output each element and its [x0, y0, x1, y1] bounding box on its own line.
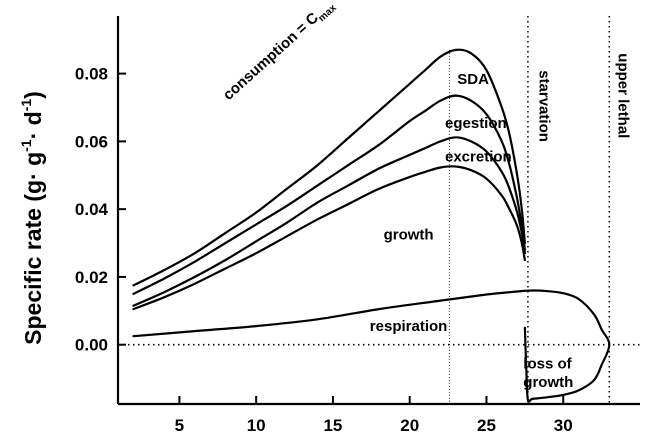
series-line-respiration — [132, 289, 611, 403]
y-axis-label-sup2: -1 — [18, 99, 34, 112]
y-tick-label: 0.00 — [75, 336, 108, 355]
annotation-respiration: respiration — [370, 318, 448, 335]
y-axis-label-sup1: -1 — [18, 139, 34, 152]
y-tick-label: 0.06 — [75, 132, 108, 151]
y-axis-label-prefix: Specific rate (g· g — [20, 152, 46, 345]
plot-frame — [116, 16, 640, 406]
x-tick-label: 10 — [247, 416, 266, 435]
annotation-egestion: egestion — [445, 115, 507, 132]
annotation-layer: consumption = Cmax SDA egestion excretion gr… — [220, 0, 632, 391]
annotation-growth: growth — [384, 227, 434, 244]
x-tick-label: 25 — [477, 416, 496, 435]
y-tick-label: 0.04 — [75, 200, 109, 219]
annotation-excretion: excretion — [445, 149, 512, 166]
series-line-consumption-cmax — [132, 48, 526, 287]
annotation-starvation: starvation — [535, 70, 552, 142]
annotation-consumption-c: consumption = Cmax — [220, 0, 339, 106]
y-axis-label-middle: · d — [20, 111, 46, 139]
x-tick-label: 30 — [554, 416, 573, 435]
y-tick-label: 0.02 — [75, 268, 108, 287]
x-tick-label: 15 — [323, 416, 342, 435]
reference-lines — [118, 16, 640, 404]
annotation-sda: SDA — [457, 71, 489, 88]
x-tick-label: 20 — [400, 416, 419, 435]
x-tick-label: 5 — [175, 416, 184, 435]
series-line-excretion — [132, 165, 526, 311]
y-axis-label-suffix: ) — [20, 91, 46, 99]
annotation-growth: growth — [523, 374, 573, 391]
y-axis-label: Specific rate (g· g-1· d-1) — [18, 91, 46, 345]
annotation-upper-lethal: upper lethal — [615, 53, 632, 138]
y-tick-label: 0.08 — [75, 65, 108, 84]
series-line-egestion — [132, 136, 526, 307]
annotation-loss-of: loss of — [523, 355, 572, 372]
series-line-sda — [132, 94, 526, 295]
series-layer — [132, 48, 611, 403]
axis-ticks: 5 10 15 20 25 30 0.00 0.02 0.04 0.06 0.08 — [75, 65, 573, 435]
